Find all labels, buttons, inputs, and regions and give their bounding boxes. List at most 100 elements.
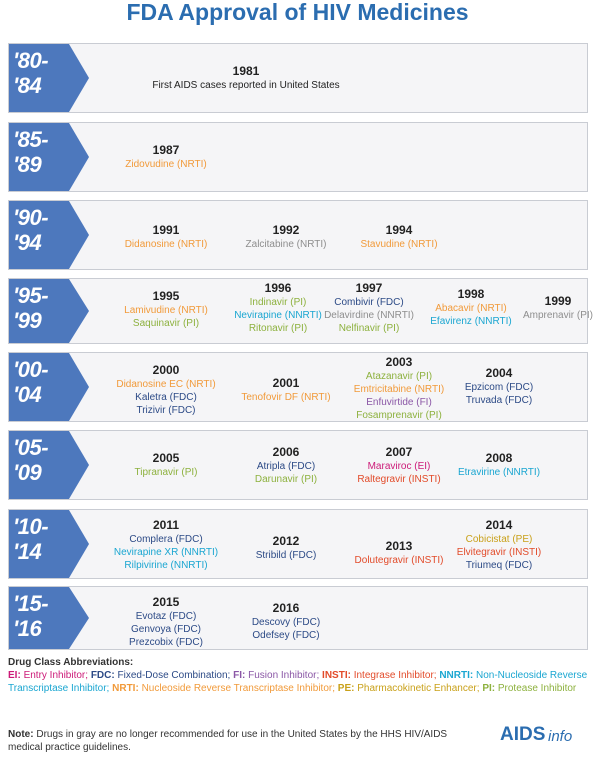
drug-name: Atripla (FDC) <box>256 461 316 472</box>
period-label-start: '15- <box>13 591 49 616</box>
drug-name: Efavirenz (NNRTI) <box>430 316 512 327</box>
year-label: 1992 <box>272 223 300 237</box>
drug-name: Triumeq (FDC) <box>465 560 533 571</box>
abbr-code: EI: <box>8 670 24 681</box>
drug-name: Kaletra (FDC) <box>135 392 197 403</box>
year-label: 1987 <box>152 143 180 157</box>
year-entry: 2008 Etravirine (NNRTI) <box>458 451 540 479</box>
drug-name: Rilpivirine (NNRTI) <box>124 560 208 571</box>
drug-name: Enfuvirtide (FI) <box>366 397 432 408</box>
drug-name: Tenofovir DF (NRTI) <box>241 392 331 403</box>
year-entry: 2004 Epzicom (FDC) Truvada (FDC) <box>465 366 533 407</box>
year-entry: 1994 Stavudine (NRTI) <box>360 223 437 251</box>
abbreviations-list: EI: Entry Inhibitor; FDC: Fixed-Dose Com… <box>8 669 590 695</box>
drug-name: Tipranavir (PI) <box>134 467 198 478</box>
year-label: 1994 <box>385 223 413 237</box>
year-entry: 2011 Complera (FDC) Nevirapine XR (NNRTI) R… <box>114 518 218 572</box>
year-entry: 1992 Zalcitabine (NRTI) <box>246 223 327 251</box>
drug-name: Nelfinavir (PI) <box>338 323 400 334</box>
period-label-start: '10- <box>13 514 49 539</box>
drug-name: Darunavir (PI) <box>254 474 318 485</box>
year-label: 1998 <box>457 287 485 301</box>
abbr-code: INSTI: <box>322 670 354 681</box>
drug-name: First AIDS cases reported in United Stat… <box>152 80 340 91</box>
drug-name: Nevirapine (NNRTI) <box>234 310 322 321</box>
abbr-code: FDC: <box>90 670 118 681</box>
year-label: 2004 <box>485 366 513 380</box>
year-entry: 1987 Zidovudine (NRTI) <box>125 143 207 171</box>
period-label: '80- '84 <box>9 44 89 112</box>
abbr-description: Entry Inhibitor; <box>23 670 91 681</box>
logo-text-info: info <box>548 728 573 745</box>
year-entry: 2012 Stribild (FDC) <box>256 534 317 562</box>
abbr-description: Integrase Inhibitor; <box>353 670 440 681</box>
aidsinfo-logo: AIDS info <box>500 720 585 750</box>
year-entry: 2003 Atazanavir (PI) Emtricitabine (NRTI) E… <box>354 355 444 422</box>
period-label-start: '80- <box>13 48 49 73</box>
period-label-start: '95- <box>13 283 49 308</box>
drug-name: Didanosine (NRTI) <box>124 239 208 250</box>
drug-name: Maraviroc (EI) <box>367 461 431 472</box>
drug-name: Dolutegravir (INSTI) <box>354 555 444 566</box>
period-row: '10- '14 2011 Complera (FDC) Nevirapine XR (… <box>8 509 588 579</box>
drug-name: Cobicistat (PE) <box>465 534 533 545</box>
drug-name: Trizivir (FDC) <box>136 405 196 416</box>
period-label: '10- '14 <box>9 510 89 578</box>
period-label: '00- '04 <box>9 353 89 421</box>
period-label-end: '09 <box>13 460 42 485</box>
year-label: 2012 <box>272 534 300 548</box>
period-label-end: '04 <box>13 382 42 407</box>
period-label-end: '16 <box>13 616 42 641</box>
period-row: '85- '89 1987 Zidovudine (NRTI) <box>8 122 588 192</box>
year-label: 1991 <box>152 223 180 237</box>
year-entry: 2013 Dolutegravir (INSTI) <box>355 539 444 567</box>
drug-name: Raltegravir (INSTI) <box>357 474 441 485</box>
drug-name: Etravirine (NNRTI) <box>457 467 541 478</box>
period-label-start: '85- <box>13 127 49 152</box>
drug-name: Amprenavir (PI) <box>522 310 594 321</box>
abbr-code: NRTI: <box>112 683 142 694</box>
year-label: 2001 <box>272 376 300 390</box>
period-row: '80- '84 1981 First AIDS cases reported in … <box>8 43 588 113</box>
drug-name: Ritonavir (PI) <box>248 323 308 334</box>
year-entry: 1981 First AIDS cases reported in United … <box>152 64 339 92</box>
year-label: 2006 <box>272 445 300 459</box>
drug-name: Abacavir (NRTI) <box>435 303 507 314</box>
year-entry: 1999 Amprenavir (PI) <box>523 294 593 322</box>
year-label: 2013 <box>385 539 413 553</box>
year-entry: 2005 Tipranavir (PI) <box>135 451 198 479</box>
drug-name: Combivir (FDC) <box>334 297 404 308</box>
year-label: 2015 <box>152 595 180 609</box>
year-entry: 1996 Indinavir (PI) Nevirapine (NNRTI) Rito… <box>234 281 322 335</box>
year-label: 2014 <box>485 518 513 532</box>
note-label: Note: <box>8 729 34 740</box>
period-label-start: '90- <box>13 205 49 230</box>
year-entry: 1995 Lamivudine (NRTI) Saquinavir (PI) <box>124 289 208 330</box>
period-label-end: '99 <box>13 308 42 333</box>
abbr-description: Fixed-Dose Combination; <box>117 670 234 681</box>
year-label: 1995 <box>152 289 180 303</box>
year-entry: 1991 Didanosine (NRTI) <box>125 223 208 251</box>
year-entry: 2006 Atripla (FDC) Darunavir (PI) <box>255 445 317 486</box>
drug-name: Fosamprenavir (PI) <box>356 410 442 421</box>
drug-name: Truvada (FDC) <box>465 395 533 406</box>
abbr-description: Protease Inhibitor <box>497 683 577 694</box>
year-label: 2011 <box>152 518 180 532</box>
year-label: 1997 <box>355 281 383 295</box>
page-title: FDA Approval of HIV Medicines <box>126 0 469 25</box>
year-entry: 2007 Maraviroc (EI) Raltegravir (INSTI) <box>357 445 440 486</box>
year-entry: 2015 Evotaz (FDC) Genvoya (FDC) Prezcobix (… <box>129 595 203 649</box>
year-entry: 2000 Didanosine EC (NRTI) Kaletra (FDC) Tri… <box>116 363 215 417</box>
period-row: '00- '04 2000 Didanosine EC (NRTI) Kaletra (… <box>8 352 588 422</box>
period-label: '85- '89 <box>9 123 89 191</box>
abbr-code: PE: <box>337 683 358 694</box>
drug-name: Odefsey (FDC) <box>252 630 320 641</box>
period-row: '95- '99 1995 Lamivudine (NRTI) Saquinavir (… <box>8 278 593 344</box>
drug-name: Genvoya (FDC) <box>130 624 201 635</box>
period-label-end: '84 <box>13 73 42 98</box>
abbr-description: Pharmacokinetic Enhancer; <box>357 683 483 694</box>
drug-name: Delavirdine (NNRTI) <box>324 310 414 321</box>
abbr-description: Fusion Inhibitor; <box>248 670 323 681</box>
drug-name: Complera (FDC) <box>129 534 203 545</box>
drug-name: Didanosine EC (NRTI) <box>116 379 216 390</box>
